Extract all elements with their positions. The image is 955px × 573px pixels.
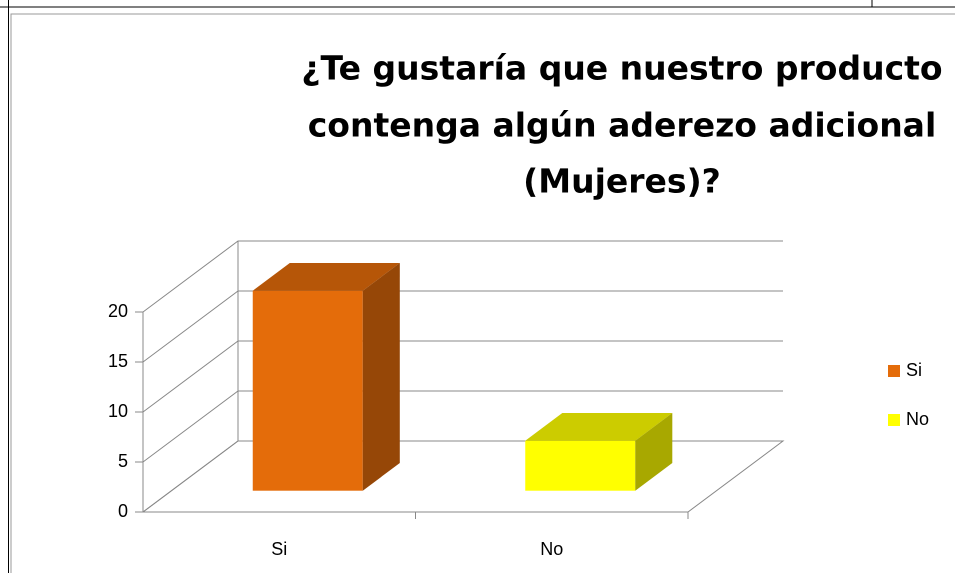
grid-line [142, 240, 783, 313]
chart-title: contenga algún aderezo adicional [308, 106, 937, 145]
bar-side [635, 413, 673, 491]
chart-title: (Mujeres)? [523, 162, 721, 201]
bar-side [362, 263, 400, 491]
grid-line [142, 290, 783, 363]
floor [141, 440, 785, 513]
y-tick-label: 10 [108, 401, 128, 421]
legend-label: No [906, 409, 929, 429]
chart-title: ¿Te gustaría que nuestro producto [301, 49, 942, 88]
x-tick-label: Si [271, 539, 287, 559]
bar-top [252, 263, 400, 291]
legend-swatch [888, 365, 900, 377]
legend-swatch [888, 414, 900, 426]
grid-line [142, 440, 783, 513]
grid-line [142, 340, 783, 413]
grid-line [142, 390, 783, 463]
chart-border [10, 13, 955, 573]
bar-front [525, 440, 636, 491]
bar-top [525, 413, 673, 441]
y-tick-label: 0 [118, 501, 128, 521]
y-tick-label: 15 [108, 351, 128, 371]
y-tick-label: 20 [108, 301, 128, 321]
y-tick-label: 5 [118, 451, 128, 471]
x-tick-label: No [540, 539, 563, 559]
bar-front [252, 290, 363, 491]
legend-label: Si [906, 360, 922, 380]
